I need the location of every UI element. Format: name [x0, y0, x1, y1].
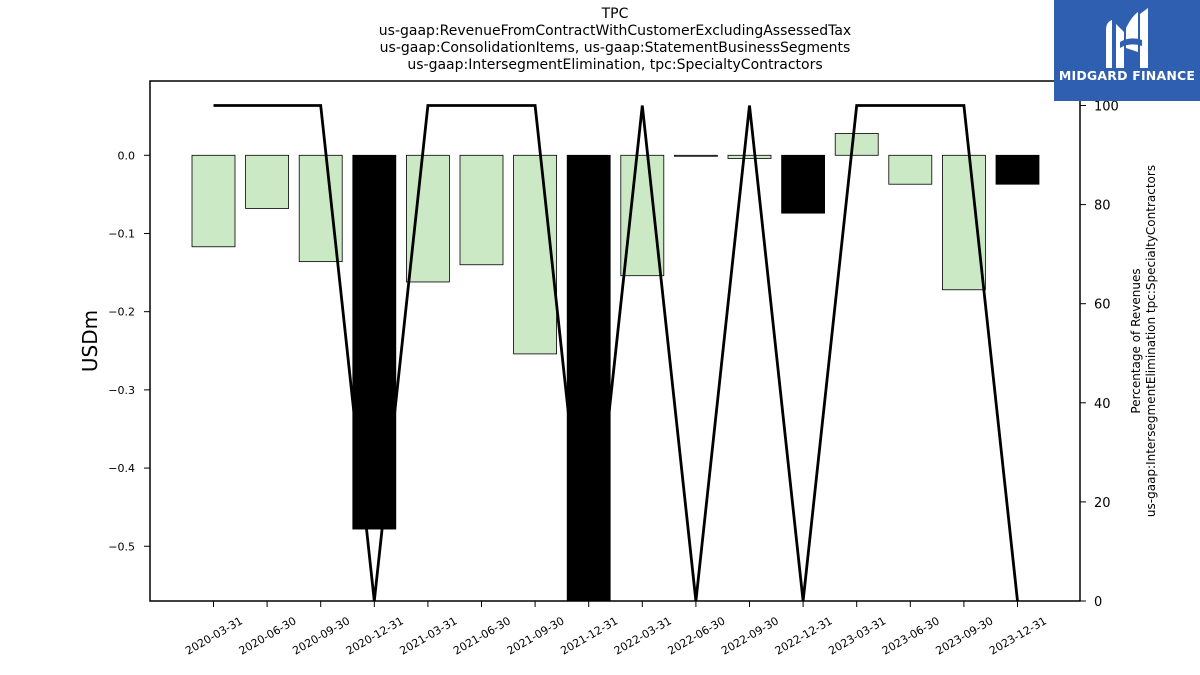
y-tick-label: −0.4	[108, 462, 135, 475]
bar-2020-06-30	[245, 154, 290, 209]
bar-2022-09-30	[727, 154, 772, 159]
bar-2022-12-31	[781, 154, 825, 214]
bar-2022-06-30	[674, 154, 718, 157]
x-tick-label: 2022-12-31	[773, 614, 835, 657]
bar-2021-09-30	[513, 154, 557, 355]
logo-text: MIDGARD FINANCE	[1058, 68, 1196, 83]
y-tick-label: −0.1	[108, 227, 135, 240]
y2-tick-label: 0	[1094, 595, 1102, 610]
x-tick-label: 2020-06-30	[237, 614, 299, 657]
x-tick-label: 2020-03-31	[183, 614, 245, 657]
y2-tick-label: 100	[1094, 100, 1119, 115]
x-tick-label: 2023-03-31	[826, 614, 888, 657]
y2-axis-label-line1: Percentage of Revenues	[1129, 268, 1143, 413]
bar-2023-06-30	[888, 154, 933, 185]
x-tick-label: 2023-09-30	[934, 614, 996, 657]
chart-title-line4: us-gaap:IntersegmentElimination, tpc:Spe…	[407, 57, 823, 73]
logo-mark-icon	[1106, 8, 1148, 68]
bars-layer	[191, 132, 1040, 601]
y-tick-label: −0.3	[108, 384, 135, 397]
bar-2021-03-31	[405, 154, 450, 283]
y2-tick-label: 60	[1094, 298, 1111, 313]
chart-title-line1: TPC	[601, 6, 629, 22]
y2-tick-label: 40	[1094, 397, 1111, 412]
midgard-finance-logo: MIDGARD FINANCE	[1054, 0, 1200, 101]
y-tick-label: 0.0	[118, 149, 136, 162]
y-axis-label: USDm	[78, 310, 102, 372]
x-tick-label: 2022-06-30	[666, 614, 728, 657]
bar-2023-03-31	[834, 132, 879, 156]
plot-frame	[149, 80, 1081, 602]
bar-2021-06-30	[459, 154, 504, 266]
x-tick-label: 2023-06-30	[880, 614, 942, 657]
line-layer	[213, 104, 1019, 602]
x-tick-label: 2021-09-30	[505, 614, 567, 657]
bar-2021-12-31	[566, 154, 611, 601]
y2-axis-label-line2: us-gaap:IntersegmentElimination tpc:Spec…	[1144, 165, 1158, 517]
bar-2023-12-31	[995, 154, 1040, 185]
chart-title: TPC us-gaap:RevenueFromContractWithCusto…	[315, 6, 915, 74]
chart-title-line2: us-gaap:RevenueFromContractWithCustomerE…	[378, 23, 852, 39]
x-tick-label: 2021-03-31	[398, 614, 460, 657]
bar-2022-03-31	[620, 154, 665, 277]
bar-2020-03-31	[191, 154, 236, 248]
y-tick-label: −0.5	[108, 540, 135, 553]
y2-tick-label: 80	[1094, 199, 1111, 214]
x-tick-label: 2022-09-30	[719, 614, 781, 657]
y-tick-label: −0.2	[108, 306, 135, 319]
bar-2023-09-30	[942, 154, 986, 291]
x-tick-label: 2023-12-31	[987, 614, 1049, 657]
x-tick-label: 2020-09-30	[290, 614, 352, 657]
x-tick-label: 2021-06-30	[451, 614, 513, 657]
percentage-line	[213, 104, 1019, 602]
y2-tick-label: 20	[1094, 496, 1111, 511]
x-tick-label: 2020-12-31	[344, 614, 406, 657]
chart-title-line3: us-gaap:ConsolidationItems, us-gaap:Stat…	[379, 40, 851, 56]
x-tick-label: 2022-03-31	[612, 614, 674, 657]
x-tick-label: 2021-12-31	[558, 614, 620, 657]
